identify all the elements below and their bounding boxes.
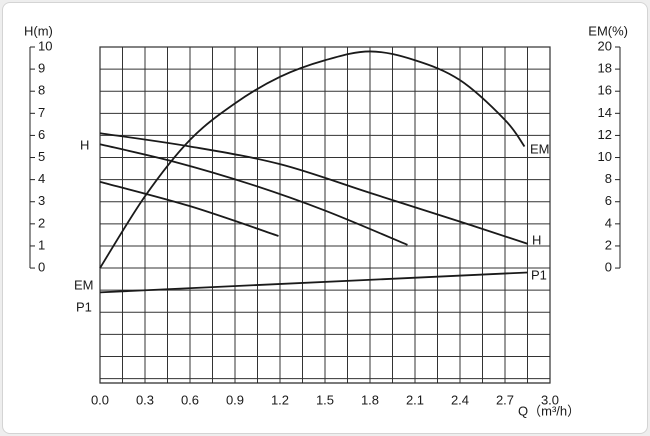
- curve: [99, 132, 528, 245]
- curve: [99, 50, 526, 269]
- curve: [99, 271, 528, 294]
- y2-tick-label: 12: [598, 127, 612, 142]
- y-tick-label: 4: [38, 171, 45, 186]
- x-tick-label: 2.4: [451, 392, 469, 407]
- y2-axis-label: EM(%): [588, 23, 628, 38]
- y2-tick-label: 2: [605, 237, 612, 252]
- y2-tick-label: 20: [598, 38, 612, 53]
- x-tick-label: 1.5: [316, 392, 334, 407]
- y2-tick-label: 18: [598, 61, 612, 76]
- y-tick-label: 8: [38, 83, 45, 98]
- curve-label: H: [80, 137, 89, 152]
- x-tick-label: 2.1: [406, 392, 424, 407]
- x-tick-label: 3.0: [541, 392, 559, 407]
- curve-label: P1: [76, 299, 92, 314]
- x-tick-label: 0.9: [226, 392, 244, 407]
- y-tick-label: 5: [38, 149, 45, 164]
- curve-label: P1: [531, 267, 547, 282]
- x-tick-label: 0.6: [181, 392, 199, 407]
- y2-tick-label: 0: [605, 259, 612, 274]
- x-tick-label: 2.7: [496, 392, 514, 407]
- curve-label: EM: [530, 141, 550, 156]
- curve: [99, 180, 279, 237]
- y2-tick-label: 10: [598, 149, 612, 164]
- x-tick-label: 1.2: [271, 392, 289, 407]
- curve-label: H: [532, 232, 541, 247]
- y-tick-label: 9: [38, 61, 45, 76]
- y2-tick-label: 8: [605, 171, 612, 186]
- y2-tick-label: 4: [605, 215, 612, 230]
- y-tick-label: 6: [38, 127, 45, 142]
- x-tick-label: 0.3: [136, 392, 154, 407]
- y2-tick-label: 14: [598, 105, 612, 120]
- y-tick-label: 7: [38, 105, 45, 120]
- y-tick-label: 0: [38, 259, 45, 274]
- y-axis-label: H(m): [24, 23, 53, 38]
- curve-label: EM: [74, 277, 94, 292]
- curve: [99, 143, 408, 246]
- x-axis-label: Q（m³/h）: [518, 403, 580, 418]
- y-tick-label: 2: [38, 215, 45, 230]
- x-tick-label: 1.8: [361, 392, 379, 407]
- y-tick-label: 1: [38, 237, 45, 252]
- x-tick-label: 0.0: [91, 392, 109, 407]
- y2-tick-label: 6: [605, 193, 612, 208]
- y2-tick-label: 16: [598, 83, 612, 98]
- y-tick-label: 3: [38, 193, 45, 208]
- y-tick-label: 10: [38, 38, 52, 53]
